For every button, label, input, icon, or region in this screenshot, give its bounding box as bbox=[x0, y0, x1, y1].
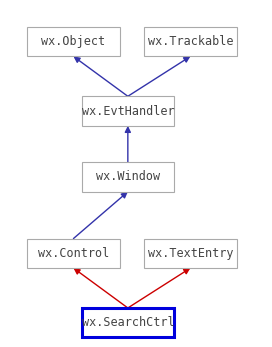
Text: wx.Control: wx.Control bbox=[38, 247, 109, 260]
Text: wx.Object: wx.Object bbox=[41, 35, 106, 48]
Text: wx.EvtHandler: wx.EvtHandler bbox=[82, 104, 174, 118]
FancyBboxPatch shape bbox=[27, 239, 120, 268]
FancyBboxPatch shape bbox=[82, 308, 174, 337]
FancyBboxPatch shape bbox=[27, 27, 120, 56]
FancyBboxPatch shape bbox=[144, 27, 237, 56]
Text: wx.Trackable: wx.Trackable bbox=[148, 35, 233, 48]
Text: wx.Window: wx.Window bbox=[96, 170, 160, 184]
FancyBboxPatch shape bbox=[144, 239, 237, 268]
FancyBboxPatch shape bbox=[82, 162, 174, 192]
FancyBboxPatch shape bbox=[82, 96, 174, 126]
Text: wx.TextEntry: wx.TextEntry bbox=[148, 247, 233, 260]
Text: wx.SearchCtrl: wx.SearchCtrl bbox=[82, 316, 174, 329]
